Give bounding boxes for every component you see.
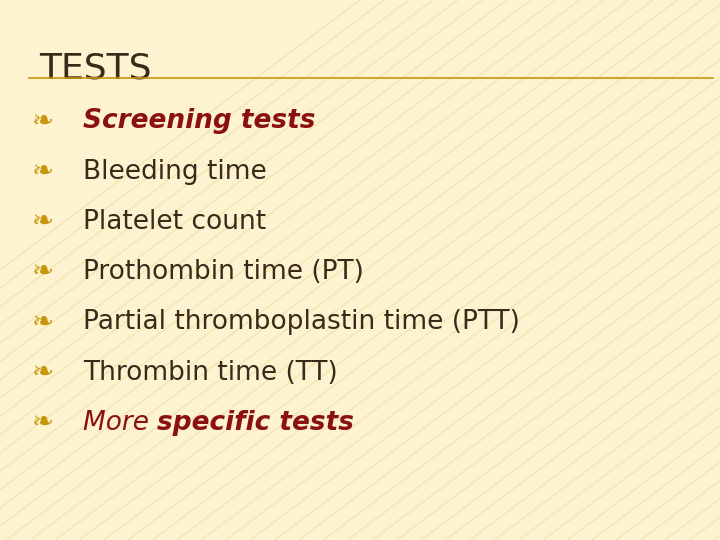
Text: Bleeding time: Bleeding time [83,159,266,185]
Text: ❧: ❧ [32,259,55,285]
Text: Screening tests: Screening tests [83,109,315,134]
Text: Thrombin time (TT): Thrombin time (TT) [83,360,338,386]
Text: ❧: ❧ [32,410,55,436]
Text: specific tests: specific tests [157,410,354,436]
Text: Partial thromboplastin time (PTT): Partial thromboplastin time (PTT) [83,309,520,335]
Text: Platelet count: Platelet count [83,209,266,235]
Text: ❧: ❧ [32,159,55,185]
Text: Prothombin time (PT): Prothombin time (PT) [83,259,364,285]
Text: ❧: ❧ [32,309,55,335]
Text: More: More [83,410,157,436]
Text: ❧: ❧ [32,109,55,134]
Text: ❧: ❧ [32,360,55,386]
Text: TESTS: TESTS [40,51,152,85]
Text: ❧: ❧ [32,209,55,235]
